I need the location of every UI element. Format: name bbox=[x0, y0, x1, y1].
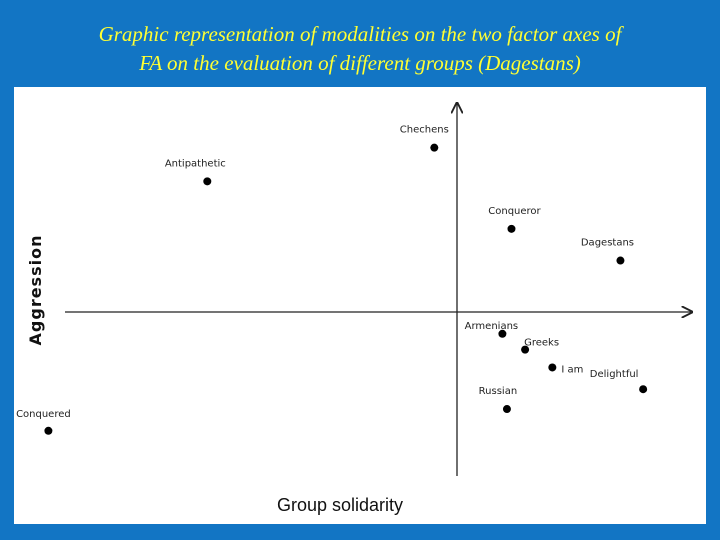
y-axis-label: Aggression bbox=[26, 235, 45, 346]
point-conquered bbox=[44, 426, 53, 435]
point-label-armenians: Armenians bbox=[465, 321, 518, 332]
point-label-conquered: Conquered bbox=[16, 409, 71, 420]
slide-title: Graphic representation of modalities on … bbox=[0, 20, 720, 78]
point-label-greeks: Greeks bbox=[524, 338, 559, 349]
point-russian bbox=[502, 405, 511, 414]
point-label-russian: Russian bbox=[479, 386, 518, 397]
point-delightful bbox=[639, 385, 648, 394]
point-label-chechens: Chechens bbox=[400, 125, 449, 136]
points-layer: Chechens Antipathetic Conqueror Dagestans Ar… bbox=[16, 125, 648, 435]
point-label-antipathetic: Antipathetic bbox=[165, 158, 226, 169]
point-greeks bbox=[521, 345, 530, 354]
point-chechens bbox=[430, 143, 439, 152]
title-line-2: FA on the evaluation of different groups… bbox=[139, 51, 581, 75]
point-label-dagestans: Dagestans bbox=[581, 238, 634, 249]
title-line-1: Graphic representation of modalities on … bbox=[98, 22, 622, 46]
point-label-delightful: Delightful bbox=[590, 369, 639, 380]
x-axis-label: Group solidarity bbox=[277, 495, 403, 515]
point-antipathetic bbox=[203, 177, 212, 186]
point-i-am bbox=[548, 363, 557, 372]
plot-panel bbox=[14, 87, 706, 524]
point-conqueror bbox=[507, 224, 516, 233]
point-label-i-am: I am bbox=[561, 364, 583, 375]
point-armenians bbox=[498, 329, 507, 338]
point-dagestans bbox=[616, 256, 625, 265]
point-label-conqueror: Conqueror bbox=[488, 206, 541, 217]
